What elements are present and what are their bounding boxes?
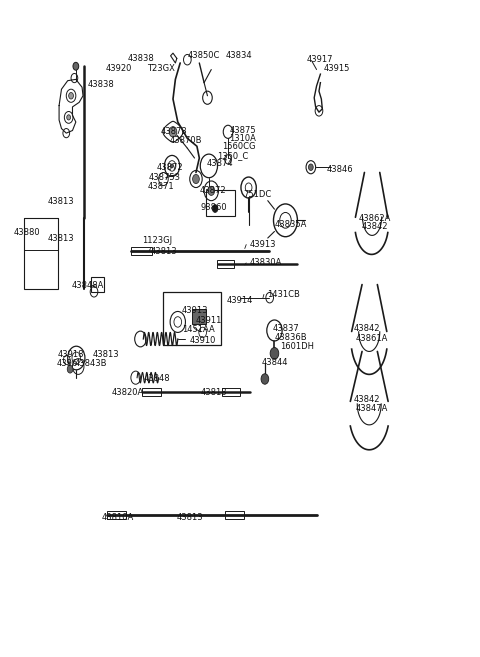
Text: 43820A: 43820A (112, 388, 144, 397)
Text: T23GX: T23GX (147, 64, 175, 74)
Text: 43872: 43872 (157, 164, 183, 172)
Text: 43918: 43918 (57, 350, 84, 359)
Text: 43875: 43875 (229, 126, 256, 135)
Circle shape (67, 115, 71, 120)
Circle shape (192, 174, 199, 183)
Bar (107, 511, 126, 519)
Circle shape (69, 93, 73, 99)
Text: 43915: 43915 (324, 64, 350, 74)
Bar (143, 388, 160, 396)
Text: 43813: 43813 (151, 246, 177, 256)
Circle shape (169, 127, 177, 137)
Text: 43871: 43871 (148, 183, 175, 191)
Text: 43846: 43846 (326, 165, 353, 173)
Text: 43843B: 43843B (75, 359, 108, 369)
Text: 43813: 43813 (48, 198, 74, 206)
Text: 43834: 43834 (226, 51, 252, 60)
Bar (24, 218, 58, 289)
Bar (91, 277, 104, 292)
Bar (206, 189, 235, 215)
Text: 43813: 43813 (48, 233, 74, 242)
Text: 438753: 438753 (149, 173, 181, 181)
Text: 43911: 43911 (196, 316, 222, 325)
Text: 43844: 43844 (262, 358, 288, 367)
Text: 43880: 43880 (14, 228, 41, 237)
Text: 43872: 43872 (199, 187, 226, 195)
Text: 1560CG: 1560CG (222, 143, 256, 151)
Circle shape (170, 164, 173, 168)
Circle shape (270, 348, 279, 359)
Text: 43813: 43813 (201, 388, 228, 397)
Circle shape (73, 62, 79, 70)
Text: 1451AA: 1451AA (181, 325, 215, 334)
Text: 1601DH: 1601DH (280, 342, 314, 351)
Circle shape (208, 186, 215, 195)
Text: 43847A: 43847A (356, 404, 388, 413)
Text: 43835A: 43835A (275, 220, 307, 229)
Bar (131, 247, 152, 255)
Text: 93860: 93860 (201, 203, 228, 212)
Circle shape (261, 374, 269, 384)
Bar (222, 388, 240, 396)
Text: 43870B: 43870B (169, 136, 202, 145)
Text: 1431CB: 1431CB (267, 290, 300, 299)
Text: 43913: 43913 (181, 306, 208, 315)
Text: 1310A: 1310A (229, 134, 256, 143)
Text: 43913: 43913 (250, 240, 276, 249)
Text: 43842: 43842 (354, 324, 381, 333)
Bar (163, 292, 221, 345)
Text: 4396: 4396 (56, 359, 77, 369)
Text: 43861A: 43861A (356, 334, 388, 343)
Text: 43838: 43838 (128, 54, 154, 63)
Text: 43914: 43914 (227, 296, 253, 306)
Text: 43842: 43842 (362, 222, 388, 231)
Bar (192, 309, 205, 324)
Text: 43837: 43837 (273, 324, 300, 333)
Text: 43810A: 43810A (101, 513, 133, 522)
Text: 43873: 43873 (161, 127, 188, 136)
Text: 43920: 43920 (106, 64, 132, 74)
Circle shape (67, 365, 73, 373)
Text: 43842: 43842 (354, 395, 381, 404)
Text: 43848A: 43848A (72, 281, 104, 290)
Text: 43848: 43848 (144, 374, 170, 384)
Text: 43813: 43813 (177, 513, 204, 522)
Bar (225, 511, 244, 519)
Text: 1350_C: 1350_C (217, 152, 248, 160)
Text: 43830A: 43830A (250, 258, 282, 267)
Bar (217, 260, 234, 268)
Circle shape (309, 164, 313, 171)
Text: 43813: 43813 (93, 350, 120, 359)
Circle shape (212, 204, 218, 212)
Text: 43917: 43917 (307, 55, 334, 64)
Text: 43850C: 43850C (187, 51, 220, 60)
Text: 43862A: 43862A (359, 214, 391, 223)
Text: 43874: 43874 (206, 159, 233, 168)
Text: 43838: 43838 (88, 80, 115, 89)
Text: 751DC: 751DC (243, 190, 272, 198)
Text: 43910: 43910 (190, 336, 216, 345)
Text: 1123GJ: 1123GJ (142, 236, 172, 245)
Text: 43836B: 43836B (275, 332, 307, 342)
